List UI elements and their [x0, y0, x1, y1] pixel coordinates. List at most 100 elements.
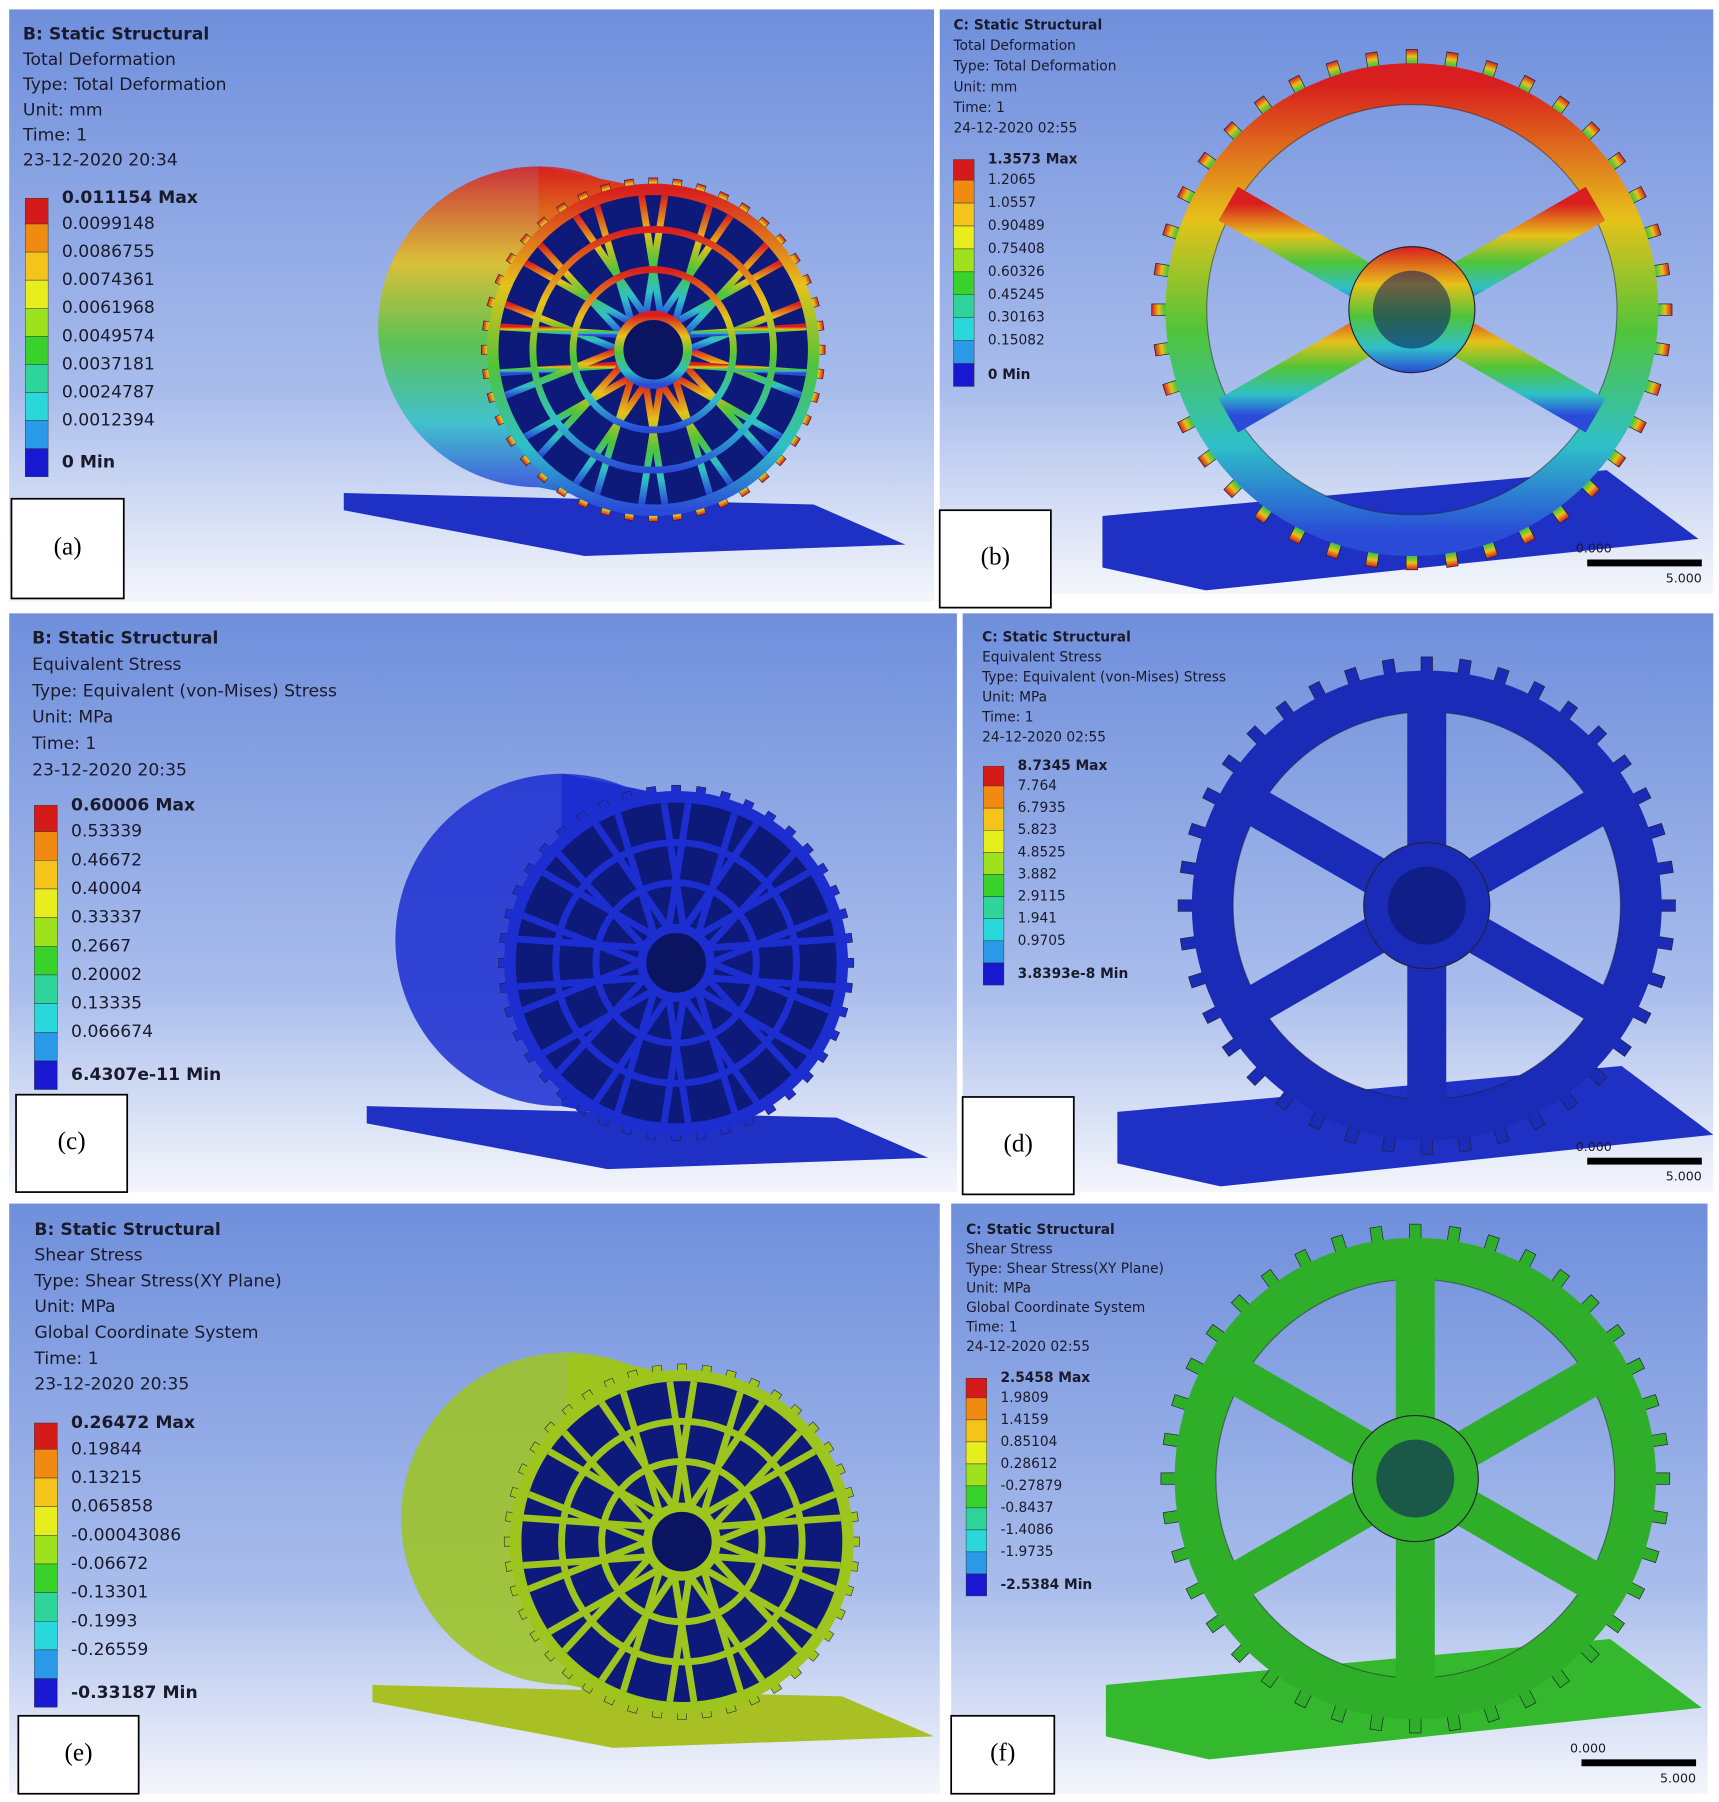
wheel-web — [710, 1554, 802, 1654]
wheel-web — [592, 994, 672, 1104]
wheel-web — [672, 259, 783, 326]
result-detail: 24-12-2020 02:55 — [953, 121, 1077, 137]
result-detail: Total Deformation — [952, 38, 1075, 54]
panel-label-box — [938, 509, 1052, 609]
legend-swatch — [34, 805, 58, 835]
wheel-web — [683, 361, 807, 377]
wheel-web — [704, 851, 797, 951]
result-detail: Unit: MPa — [966, 1280, 1031, 1296]
wheel-web — [517, 974, 646, 991]
legend-swatch — [953, 159, 975, 183]
legend-label: 1.941 — [1018, 911, 1057, 927]
result-panel: B: Static Structural Total Deformation Typ… — [9, 9, 934, 602]
legend-swatch — [34, 831, 58, 861]
legend-label: 0.46672 — [71, 850, 142, 870]
legend-swatch — [34, 860, 58, 890]
panel-label: (c) — [58, 1128, 86, 1155]
legend-label: 0.30163 — [988, 310, 1045, 326]
panel-label: (f) — [990, 1740, 1015, 1767]
result-detail: Shear Stress — [34, 1246, 142, 1266]
result-title: C: Static Structural — [982, 629, 1131, 645]
result-title: B: Static Structural — [34, 1220, 220, 1240]
legend-label: 0.0099148 — [62, 214, 155, 234]
result-detail: Unit: MPa — [32, 708, 113, 728]
legend-swatch — [953, 363, 975, 387]
legend-label: 0 Min — [988, 367, 1031, 383]
wheel-hub-hole — [1372, 270, 1451, 349]
wheel-web — [665, 995, 692, 1124]
panel-label: (a) — [54, 533, 82, 560]
legend-swatch — [34, 1592, 58, 1622]
legend-label: 0.13335 — [71, 994, 142, 1014]
wheel-web — [522, 1514, 652, 1531]
legend-swatch — [965, 1551, 987, 1575]
legend-swatch — [953, 248, 975, 273]
wheel-web — [658, 381, 734, 486]
result-detail: Equivalent Stress — [982, 649, 1102, 665]
legend-label: 0.066674 — [71, 1022, 153, 1042]
base-plate — [343, 493, 906, 557]
wheel-web — [642, 382, 669, 505]
legend-swatch — [983, 785, 1005, 809]
result-title: C: Static Structural — [966, 1222, 1115, 1238]
wheel-web — [522, 1553, 652, 1569]
wheel-web — [541, 869, 657, 939]
wheel-web — [638, 194, 665, 317]
legend-label: 0.0086755 — [62, 242, 155, 262]
wheel-web — [714, 1491, 837, 1545]
result-detail: 23-12-2020 20:35 — [32, 760, 187, 780]
result-title: C: Static Structural — [953, 17, 1102, 33]
result-detail: Equivalent Stress — [32, 655, 181, 675]
wheel-web — [712, 1514, 841, 1531]
wheel-web — [592, 822, 672, 932]
wheel-web — [598, 1573, 678, 1683]
result-panel: B: Static Structural Shear Stress Type: Sh… — [9, 1203, 940, 1795]
wheel-web — [683, 323, 807, 339]
legend-label: 0.0061968 — [62, 298, 155, 318]
legend-swatch — [983, 765, 1005, 789]
wheel-web — [598, 1400, 678, 1511]
legend-swatch — [34, 1031, 58, 1062]
legend-swatch — [34, 1506, 58, 1536]
legend-label: 2.9115 — [1018, 889, 1066, 905]
wheel-web — [642, 194, 669, 317]
wheel-web — [556, 851, 648, 951]
legend-label: 0.0074361 — [62, 270, 155, 290]
legend-label: -1.9735 — [1000, 1544, 1053, 1560]
panel-label-box — [15, 1093, 129, 1193]
scale-label: 5.000 — [1660, 1770, 1696, 1785]
panel-label: (d) — [1004, 1130, 1033, 1157]
result-detail: Type: Equivalent (von-Mises) Stress — [31, 681, 337, 701]
wheel-hub — [614, 310, 693, 389]
legend-label: -0.8437 — [1000, 1500, 1053, 1516]
legend-swatch — [965, 1485, 987, 1509]
legend-swatch — [983, 830, 1005, 853]
legend-swatch — [34, 888, 58, 918]
result-detail: 23-12-2020 20:34 — [23, 151, 178, 171]
legend-label: 8.7345 Max — [1018, 758, 1108, 774]
legend-label: 0.011154 Max — [62, 188, 198, 208]
result-title: B: Static Structural — [32, 629, 218, 649]
wheel-web — [681, 362, 770, 458]
legend-swatch — [965, 1463, 987, 1487]
wheel-web — [620, 1391, 664, 1516]
wheel-web — [527, 1491, 649, 1545]
legend-swatch — [34, 1060, 58, 1090]
legend-label: 0.0024787 — [62, 382, 155, 402]
wheel-web — [665, 802, 692, 930]
result-detail: 24-12-2020 02:55 — [966, 1339, 1090, 1355]
legend-label: 1.4159 — [1000, 1412, 1048, 1428]
legend-swatch — [983, 852, 1005, 875]
wheel-web — [614, 812, 658, 938]
scale-label: 5.000 — [1666, 570, 1702, 585]
wheel-ring — [592, 879, 760, 1047]
legend-label: 1.0557 — [988, 195, 1036, 211]
wheel-web — [714, 1538, 837, 1593]
legend-label: 0.13215 — [71, 1468, 142, 1488]
legend-label: -0.26559 — [71, 1640, 148, 1660]
wheel-ring — [552, 839, 800, 1087]
result-detail: Unit: MPa — [34, 1297, 115, 1317]
result-detail: Time: 1 — [952, 100, 1004, 116]
legend-swatch — [24, 223, 49, 253]
legend-swatch — [983, 918, 1005, 942]
